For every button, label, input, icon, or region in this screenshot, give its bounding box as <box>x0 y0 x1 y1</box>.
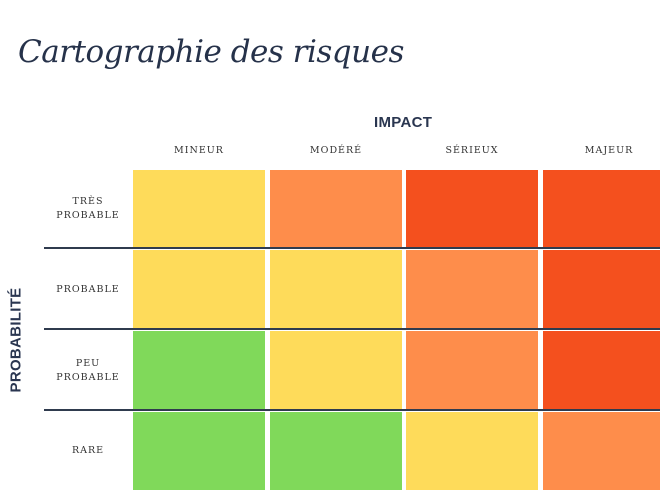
risk-cell-green <box>270 412 402 490</box>
risk-cell-orange <box>543 412 660 490</box>
row-divider <box>44 409 660 411</box>
risk-cell-red <box>543 250 660 329</box>
risk-cell-yellow <box>406 412 538 490</box>
risk-cell-orange <box>270 170 402 248</box>
risk-cell-yellow <box>133 250 265 329</box>
column-header: MAJEUR <box>584 145 634 156</box>
row-divider <box>44 247 660 249</box>
risk-cell-yellow <box>270 331 402 410</box>
risk-cell-red <box>543 331 660 410</box>
row-header: RARE <box>71 445 105 456</box>
row-header: PEU PROBABLE <box>56 357 120 383</box>
risk-cell-red <box>543 170 660 248</box>
risk-cell-green <box>133 331 265 410</box>
row-header: PROBABLE <box>56 283 120 295</box>
risk-cell-orange <box>406 331 538 410</box>
page-title: Cartographie des risques <box>18 34 404 70</box>
risk-cell-red <box>406 170 538 248</box>
probability-axis-label: PROBABILITÉ <box>7 287 25 393</box>
impact-axis-label: IMPACT <box>374 114 433 131</box>
column-header: SÉRIEUX <box>445 145 499 156</box>
risk-cell-yellow <box>270 250 402 329</box>
row-header: TRÈS PROBABLE <box>56 196 120 221</box>
risk-cell-green <box>133 412 265 490</box>
risk-cell-yellow <box>133 170 265 248</box>
column-header: MODÉRÉ <box>309 145 363 156</box>
row-divider <box>44 328 660 330</box>
risk-cell-orange <box>406 250 538 329</box>
column-header: MINEUR <box>174 145 224 156</box>
